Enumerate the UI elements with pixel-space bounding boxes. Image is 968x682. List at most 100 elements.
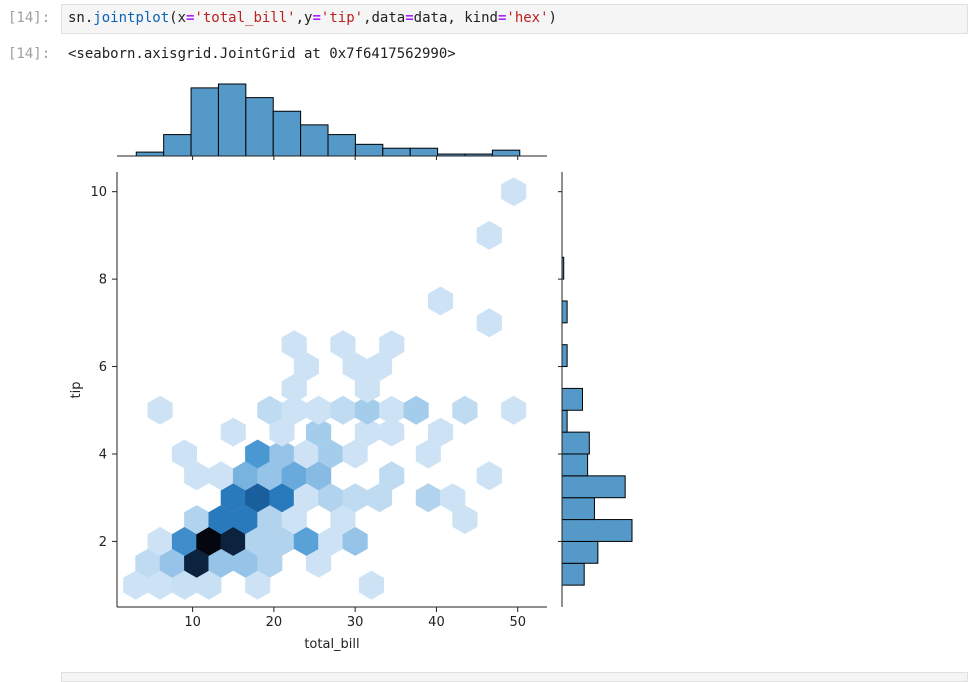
next-code-cell[interactable] <box>61 672 968 682</box>
right-hist-bar <box>561 497 595 521</box>
hex-cell <box>147 526 173 556</box>
right-hist-bar <box>561 344 568 368</box>
hex-cell <box>342 439 368 469</box>
hex-cell <box>245 526 271 556</box>
hex-cell <box>415 483 441 513</box>
hex-cell <box>269 526 295 556</box>
hex-cell <box>232 505 258 535</box>
hex-cell <box>171 526 197 556</box>
right-marginal-histogram <box>558 172 633 607</box>
hex-cell <box>184 505 210 535</box>
hex-cell <box>245 570 271 600</box>
hex-cell <box>379 417 405 447</box>
hex-cell <box>257 461 283 491</box>
hex-cell <box>257 395 283 425</box>
hex-cell <box>269 417 295 447</box>
hex-cell <box>306 417 332 447</box>
hex-cell <box>330 330 356 360</box>
hex-cell <box>403 395 429 425</box>
hex-cell <box>452 395 478 425</box>
code-token: = <box>497 10 507 26</box>
hex-cell <box>342 352 368 382</box>
hex-cell <box>501 395 527 425</box>
hex-cell <box>232 548 258 578</box>
hex-cell <box>306 395 332 425</box>
hex-cell <box>379 330 405 360</box>
hex-cell <box>220 417 246 447</box>
hex-cell <box>379 461 405 491</box>
hex-cell <box>306 461 332 491</box>
x-tick-label: 50 <box>509 615 526 630</box>
code-line: sn.jointplot(x='total_bill',y='tip',data… <box>68 10 557 26</box>
hex-cell <box>281 373 307 403</box>
hex-cell <box>281 505 307 535</box>
hex-cell <box>318 439 344 469</box>
hex-cell <box>245 439 271 469</box>
hex-cell <box>293 483 319 513</box>
code-token: 'total_bill' <box>194 10 296 26</box>
code-input-cell[interactable]: sn.jointplot(x='total_bill',y='tip',data… <box>61 4 968 34</box>
code-token: ,data <box>363 10 406 26</box>
hex-cell <box>281 395 307 425</box>
top-hist-bar <box>437 153 466 157</box>
hex-cell <box>147 395 173 425</box>
hex-cell <box>476 220 502 250</box>
hex-cell <box>220 526 246 556</box>
input-prompt: [14]: <box>8 10 51 26</box>
x-tick-label: 10 <box>184 615 201 630</box>
hex-cell <box>342 483 368 513</box>
hex-cell <box>476 461 502 491</box>
hex-cell <box>440 483 466 513</box>
hex-cell <box>281 330 307 360</box>
hex-cell <box>428 286 454 316</box>
hex-cell <box>196 526 222 556</box>
x-tick-label: 40 <box>428 615 445 630</box>
output-repr: <seaborn.axisgrid.JointGrid at 0x7f64175… <box>68 46 456 62</box>
right-hist-bar <box>561 431 590 455</box>
hex-cell <box>171 570 197 600</box>
hex-cell <box>208 505 234 535</box>
axes-layer: 10 20 30 40 50 2 4 6 8 10 <box>90 172 547 630</box>
hex-cell <box>342 526 368 556</box>
code-token: 'hex' <box>506 10 549 26</box>
top-hist-bar <box>163 134 192 157</box>
hex-cell <box>367 352 393 382</box>
hex-cell <box>415 439 441 469</box>
top-hist-bar <box>135 151 165 157</box>
top-marginal-histogram <box>117 83 547 160</box>
hex-cell <box>318 483 344 513</box>
hex-cell <box>306 548 332 578</box>
hex-cell <box>257 548 283 578</box>
y-tick-label: 4 <box>99 447 107 462</box>
hex-cell <box>501 177 527 207</box>
top-hist-bar <box>409 147 439 157</box>
hex-cell <box>293 439 319 469</box>
code-token: data, kind <box>413 10 498 26</box>
hex-cell <box>476 308 502 338</box>
hex-cell <box>123 570 149 600</box>
right-hist-bar <box>561 300 568 324</box>
hexbin-layer <box>123 177 527 600</box>
y-tick-label: 2 <box>99 535 107 550</box>
top-hist-bar <box>382 147 411 157</box>
x-axis-label: total_bill <box>304 637 359 652</box>
top-hist-bar <box>217 83 247 157</box>
code-token: = <box>186 10 195 26</box>
code-token: jointplot <box>93 10 170 26</box>
code-token: 'tip' <box>320 10 364 26</box>
code-token: = <box>405 10 414 26</box>
right-hist-bar <box>561 519 633 542</box>
y-tick-label: 8 <box>99 273 107 288</box>
x-tick-label: 20 <box>266 615 283 630</box>
hex-cell <box>245 483 271 513</box>
hex-cell <box>159 548 185 578</box>
hex-cell <box>428 417 454 447</box>
hex-cell <box>354 417 380 447</box>
right-hist-bar <box>561 387 583 411</box>
right-hist-bar <box>561 540 599 564</box>
hex-cell <box>452 505 478 535</box>
code-token: ) <box>548 10 557 26</box>
y-axis-label: tip <box>69 382 84 399</box>
right-hist-bar <box>561 256 565 280</box>
